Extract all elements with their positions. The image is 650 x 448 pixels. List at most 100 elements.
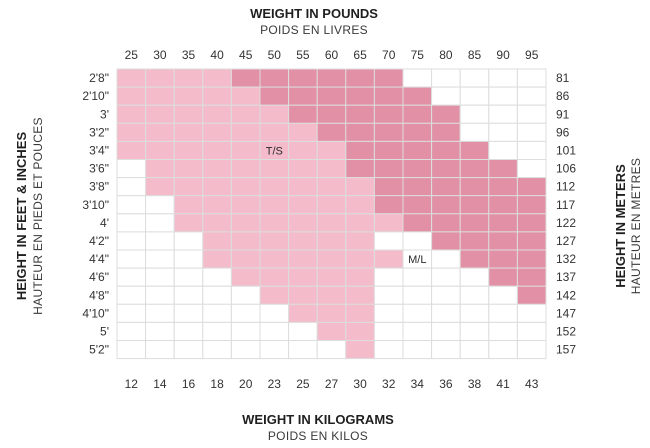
- cell-ts: [173, 177, 204, 197]
- cell-ml: [402, 159, 433, 179]
- pounds-tick-label: 40: [210, 48, 224, 62]
- kilograms-tick-label: 36: [439, 377, 453, 391]
- cell-empty: [402, 68, 433, 88]
- cell-ts: [316, 140, 347, 160]
- cell-empty: [173, 303, 204, 323]
- cell-empty: [145, 213, 175, 233]
- cell-ts: [202, 213, 232, 233]
- cell-ml: [288, 104, 318, 124]
- cell-ts: [316, 285, 347, 305]
- cell-ts: [316, 267, 347, 287]
- cell-ts: [230, 231, 261, 251]
- cell-ts: [288, 159, 318, 179]
- cell-ml: [345, 104, 375, 124]
- cell-empty: [402, 321, 433, 341]
- cell-empty: [116, 159, 147, 179]
- height-cm-tick-label: 157: [556, 343, 576, 357]
- cell-ts: [145, 177, 175, 197]
- cell-empty: [516, 159, 547, 179]
- cell-ts: [116, 104, 147, 124]
- cell-empty: [373, 285, 404, 305]
- cell-ts: [288, 195, 318, 215]
- cell-empty: [116, 177, 147, 197]
- cell-ts: [202, 104, 232, 124]
- cell-ts: [259, 231, 290, 251]
- cell-empty: [402, 231, 433, 251]
- kilograms-tick-label: 23: [268, 377, 282, 391]
- cell-ts: [145, 68, 175, 88]
- cell-ts: [173, 159, 204, 179]
- height-feet-tick-label: 3'4": [89, 143, 109, 157]
- cell-ts: [316, 249, 347, 269]
- cell-ml: [516, 285, 547, 305]
- cell-empty: [202, 267, 232, 287]
- left-axis-title: HEIGHT IN FEET & INCHES: [14, 132, 29, 301]
- zone-label-ml: M/L: [408, 254, 426, 266]
- cell-ml: [373, 177, 404, 197]
- cell-empty: [373, 321, 404, 341]
- cell-ml: [459, 231, 490, 251]
- cell-ts: [345, 231, 375, 251]
- cell-ts: [173, 104, 204, 124]
- cell-ml: [516, 231, 547, 251]
- height-feet-tick-label: 3': [100, 107, 109, 121]
- cell-empty: [173, 231, 204, 251]
- height-cm-tick-label: 132: [556, 252, 576, 266]
- pounds-tick-label: 30: [153, 48, 167, 62]
- cell-empty: [459, 267, 490, 287]
- cell-ts: [230, 177, 261, 197]
- kilograms-tick-label: 25: [296, 377, 310, 391]
- cell-empty: [145, 231, 175, 251]
- cell-ml: [459, 159, 490, 179]
- cell-empty: [459, 68, 490, 88]
- cell-ts: [145, 122, 175, 142]
- cell-ts: [288, 231, 318, 251]
- cell-ts: [316, 195, 347, 215]
- cell-ts: [259, 159, 290, 179]
- cell-ts: [202, 159, 232, 179]
- cell-ml: [431, 122, 461, 142]
- cell-ts: [173, 213, 204, 233]
- cell-ml: [316, 122, 347, 142]
- cell-empty: [288, 340, 318, 360]
- cell-ml: [316, 104, 347, 124]
- cell-empty: [145, 195, 175, 215]
- cell-ml: [431, 177, 461, 197]
- cell-ts: [345, 340, 375, 360]
- cell-empty: [145, 340, 175, 360]
- cell-ml: [345, 68, 375, 88]
- cell-ml: [431, 213, 461, 233]
- height-feet-tick-label: 4'4": [89, 252, 109, 266]
- subtitle-poids-kilos: POIDS EN KILOS: [268, 429, 368, 443]
- left-axis-subtitle: HAUTEUR EN PIEDS ET POUCES: [31, 117, 45, 315]
- cell-empty: [116, 285, 147, 305]
- cell-ml: [516, 195, 547, 215]
- cell-ml: [488, 267, 518, 287]
- cell-empty: [116, 321, 147, 341]
- cell-empty: [488, 122, 518, 142]
- height-feet-tick-label: 3'8": [89, 180, 109, 194]
- cell-empty: [202, 285, 232, 305]
- cell-ml: [459, 249, 490, 269]
- cell-empty: [116, 231, 147, 251]
- height-feet-tick-label: 4'10": [82, 306, 109, 320]
- height-cm-tick-label: 127: [556, 234, 576, 248]
- cell-ml: [402, 195, 433, 215]
- cell-ml: [345, 122, 375, 142]
- cell-ts: [316, 177, 347, 197]
- cell-ml: [345, 159, 375, 179]
- cell-empty: [230, 303, 261, 323]
- cell-ts: [116, 140, 147, 160]
- cell-empty: [259, 321, 290, 341]
- size-grid: [116, 68, 547, 360]
- cell-ts: [173, 195, 204, 215]
- cell-empty: [116, 340, 147, 360]
- cell-ts: [288, 267, 318, 287]
- cell-empty: [488, 140, 518, 160]
- cell-empty: [173, 340, 204, 360]
- cell-ml: [345, 140, 375, 160]
- height-feet-tick-label: 4'8": [89, 288, 109, 302]
- height-cm-tick-label: 137: [556, 270, 576, 284]
- cell-ml: [316, 68, 347, 88]
- cell-ml: [259, 86, 290, 106]
